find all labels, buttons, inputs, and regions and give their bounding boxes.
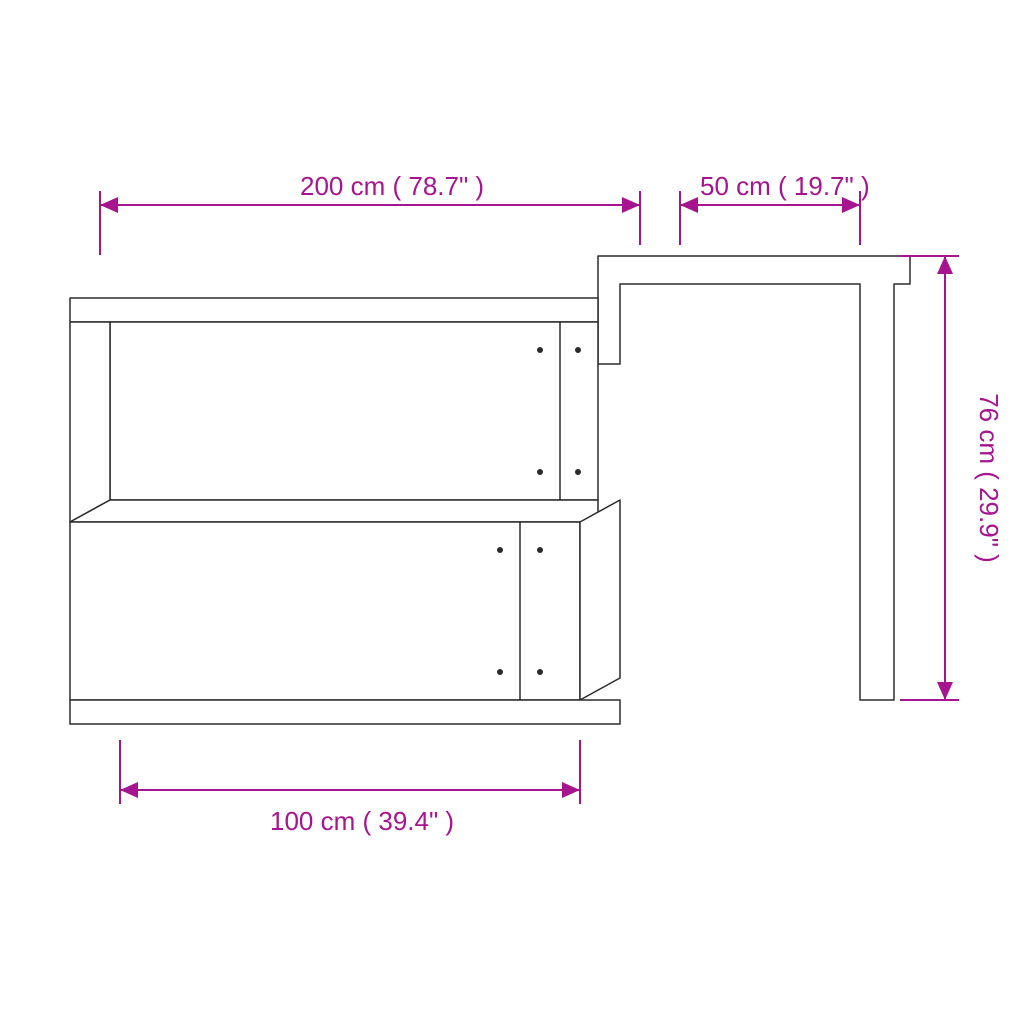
fastener-dot-6 <box>537 547 543 553</box>
dim-label-depth-50: 50 cm ( 19.7" ) <box>700 171 870 201</box>
fastener-dot-4 <box>497 547 503 553</box>
upper-box-bottom-depth <box>70 500 598 522</box>
dim-label-width-100: 100 cm ( 39.4" ) <box>270 806 454 836</box>
fastener-dot-5 <box>497 669 503 675</box>
dim-line-width-100 <box>120 782 580 798</box>
fastener-dot-7 <box>537 669 543 675</box>
upper-shelf-top <box>70 298 598 322</box>
desk-top <box>598 256 910 700</box>
fastener-dot-3 <box>575 469 581 475</box>
lower-box-front <box>70 522 580 700</box>
upper-box-left-depth <box>70 322 110 522</box>
fastener-dot-2 <box>575 347 581 353</box>
furniture-drawing <box>70 256 910 724</box>
dim-line-height-76 <box>937 256 953 700</box>
dim-label-height-76: 76 cm ( 29.9" ) <box>974 393 1004 563</box>
fastener-dot-0 <box>537 347 543 353</box>
lower-box-right-depth <box>580 500 620 700</box>
upper-box-front <box>110 322 598 500</box>
lower-shelf-bottom <box>70 700 620 724</box>
fastener-dot-1 <box>537 469 543 475</box>
dim-label-width-200: 200 cm ( 78.7" ) <box>300 171 484 201</box>
